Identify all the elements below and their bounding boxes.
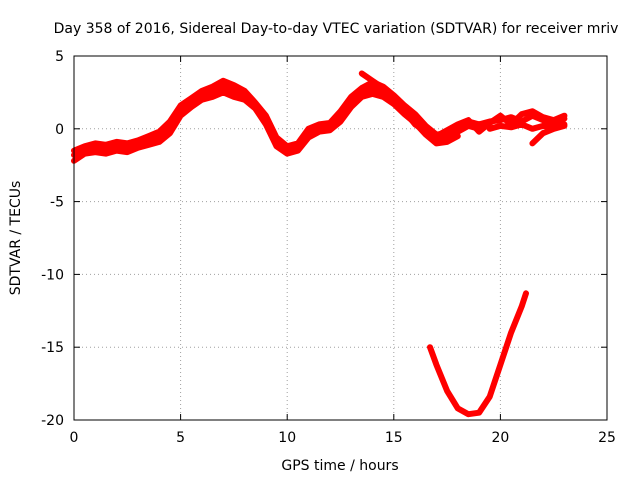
series-line-anomalous-track — [427, 290, 529, 418]
series-line-sat-track-2 — [71, 77, 504, 154]
y-tick-label: -5 — [50, 195, 64, 211]
x-tick-label: 5 — [176, 430, 185, 446]
y-tick-label: -15 — [41, 340, 64, 356]
x-tick-label: 25 — [598, 430, 616, 446]
x-tick-label: 0 — [70, 430, 79, 446]
x-tick-label: 20 — [491, 430, 509, 446]
x-tick-label: 10 — [278, 430, 296, 446]
series-line-late-track-a — [358, 70, 429, 135]
y-tick-label: -20 — [41, 413, 64, 429]
series-layer — [71, 70, 568, 418]
y-tick-label: -10 — [41, 267, 64, 283]
y-tick-label: 5 — [55, 49, 64, 65]
chart-title: Day 358 of 2016, Sidereal Day-to-day VTE… — [54, 21, 619, 37]
x-axis-label: GPS time / hours — [281, 458, 398, 474]
x-tick-label: 15 — [385, 430, 403, 446]
y-axis-label: SDTVAR / TECUs — [8, 181, 24, 296]
series-line-sat-track-3 — [71, 89, 461, 164]
tick-layer: 0 5 10 15 20 25 -20 -15 -10 -5 0 5 — [41, 49, 616, 446]
series-line-late-track-e — [529, 122, 568, 147]
series-line-late-track-d — [497, 112, 568, 126]
plot-frame — [73, 55, 608, 421]
y-tick-label: 0 — [55, 122, 64, 138]
